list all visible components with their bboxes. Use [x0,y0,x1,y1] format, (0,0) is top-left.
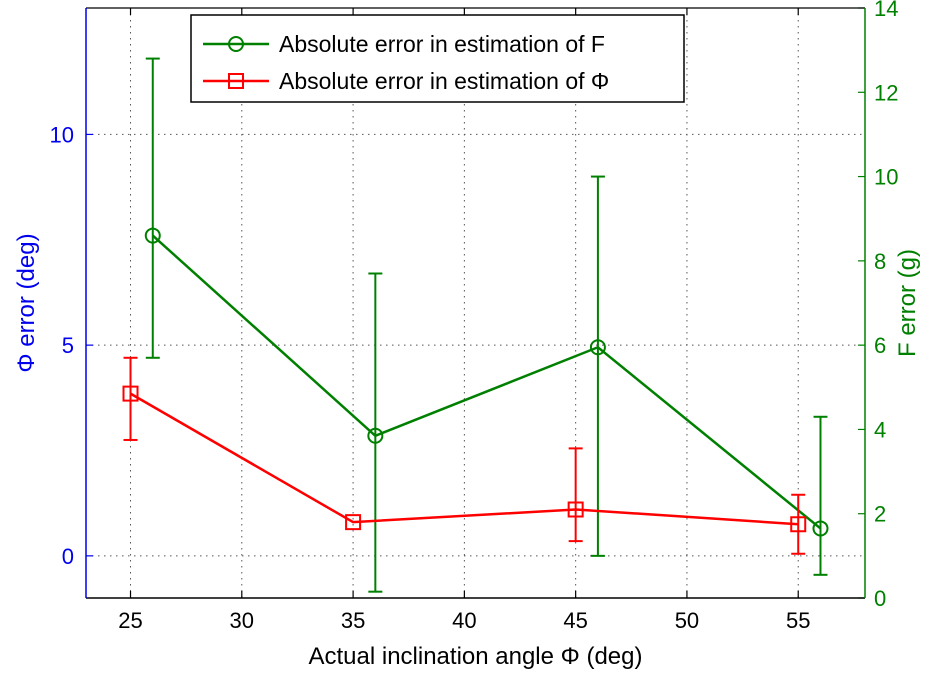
x-tick-label: 30 [230,608,254,633]
left-y-axis-label: Φ error (deg) [13,233,40,372]
left-y-tick-label: 0 [62,544,74,569]
right-y-tick-label: 2 [874,502,886,527]
x-tick-label: 40 [452,608,476,633]
right-y-tick-label: 8 [874,249,886,274]
left-y-tick-label: 5 [62,333,74,358]
series-1-point [567,501,584,518]
series-layer [122,57,829,593]
left-y-tick-label: 10 [50,122,74,147]
right-y-tick-label: 0 [874,586,886,611]
right-y-tick-label: 4 [874,417,886,442]
right-y-tick-label: 14 [874,0,898,21]
right-y-tick-label: 10 [874,165,898,190]
x-axis-label: Actual inclination angle Φ (deg) [308,643,642,670]
legend: Absolute error in estimation of F Absolu… [190,14,685,103]
right-y-axis-label: F error (g) [894,249,921,357]
series-1-point [345,514,362,531]
legend-box [190,14,685,103]
x-tick-label: 35 [341,608,365,633]
series-0-line [151,234,822,530]
right-y-tick-label: 12 [874,80,898,105]
series-0-point [589,339,606,356]
grid-lines [86,8,865,598]
series-1-line [129,392,799,526]
series-0-point [812,520,829,537]
x-tick-label: 55 [786,608,810,633]
series-1-point [122,385,139,402]
series-0-point [367,427,384,444]
x-tick-label: 45 [563,608,587,633]
axes: 25 30 35 40 45 50 55 0 5 10 0 2 4 6 8 10 12 14 [50,0,899,633]
right-y-tick-label: 6 [874,333,886,358]
legend-F-label: Absolute error in estimation of F [279,31,605,57]
legend-phi-label: Absolute error in estimation of Φ [279,68,609,94]
series-1-point [790,516,807,533]
legend-phi-marker [228,73,244,89]
legend-F-marker [228,36,244,52]
series-0-point [144,227,161,244]
x-tick-label: 25 [118,608,142,633]
x-tick-label: 50 [675,608,699,633]
